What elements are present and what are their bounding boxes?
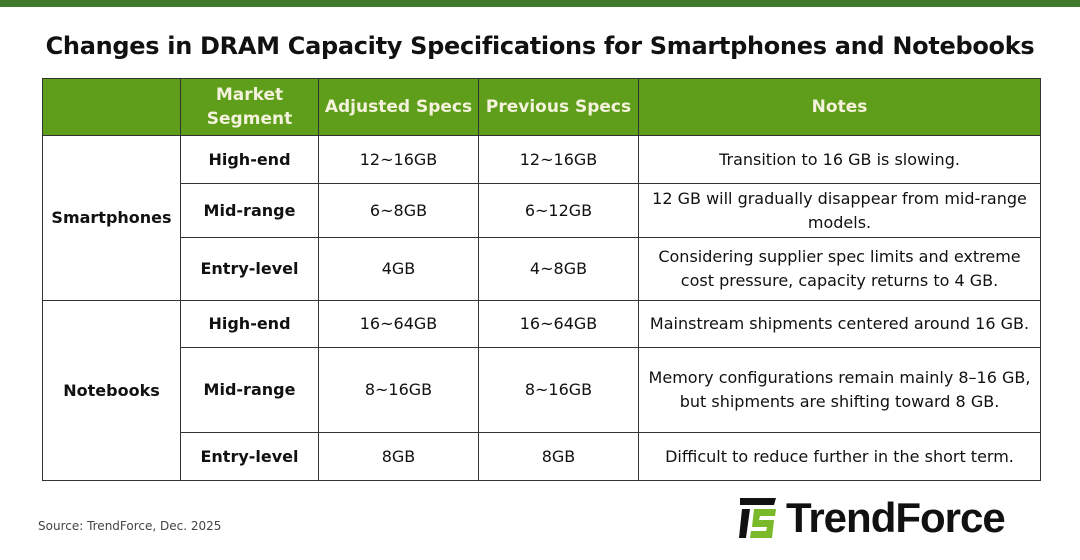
header-cell: Notes (638, 78, 1041, 136)
previous-cell: 8~16GB (478, 347, 639, 433)
adjusted-cell: 6~8GB (318, 183, 479, 238)
notes-cell: Memory configurations remain mainly 8–16… (638, 347, 1041, 433)
header-cell (42, 78, 181, 136)
table-row: Smartphones High-end 12~16GB 12~16GB Tran… (42, 135, 1041, 301)
notes-cell: Difficult to reduce further in the short… (638, 432, 1041, 481)
previous-cell: 6~12GB (478, 183, 639, 238)
table-row: Entry-level 8GB 8GB Difficult to reduce … (43, 432, 1041, 481)
page-title: Changes in DRAM Capacity Specifications … (45, 32, 1035, 60)
trendforce-logo: TrendForce (738, 494, 1006, 542)
adjusted-cell: 12~16GB (318, 135, 479, 184)
specs-table: Market Segment Adjusted Specs Previous S… (42, 78, 1041, 481)
header-row: Market Segment Adjusted Specs Previous S… (42, 78, 1041, 136)
notes-cell: Transition to 16 GB is slowing. (638, 135, 1041, 184)
adjusted-cell: 8GB (318, 432, 479, 481)
notes-cell: 12 GB will gradually disappear from mid-… (638, 183, 1041, 238)
adjusted-cell: 4GB (318, 237, 479, 301)
adjusted-cell: 16~64GB (318, 300, 479, 348)
previous-cell: 4~8GB (478, 237, 639, 301)
table-row: Mid-range 8~16GB 8~16GB Memory configura… (43, 347, 1041, 433)
header-cell: Adjusted Specs (318, 78, 479, 136)
logo-text: TrendForce (786, 494, 1006, 541)
header-cell: Previous Specs (478, 78, 639, 136)
header-cell: Market Segment (180, 78, 319, 136)
device-category: Notebooks (42, 300, 181, 481)
segment-cell: High-end (180, 135, 319, 184)
previous-cell: 12~16GB (478, 135, 639, 184)
table-row: Notebooks High-end 16~64GB 16~64GB Mainst… (42, 300, 1041, 481)
table-row: Mid-range 6~8GB 6~12GB 12 GB will gradua… (43, 183, 1041, 238)
source-note: Source: TrendForce, Dec. 2025 (38, 519, 222, 533)
device-category: Smartphones (42, 135, 181, 301)
segment-cell: High-end (180, 300, 319, 348)
segment-cell: Mid-range (180, 347, 319, 433)
table-row: Entry-level 4GB 4~8GB Considering suppli… (43, 237, 1041, 301)
previous-cell: 16~64GB (478, 300, 639, 348)
top-bar (0, 0, 1080, 7)
trendforce-logo-icon (739, 498, 776, 538)
notes-cell: Mainstream shipments centered around 16 … (638, 300, 1041, 348)
segment-cell: Mid-range (180, 183, 319, 238)
segment-cell: Entry-level (180, 237, 319, 301)
previous-cell: 8GB (478, 432, 639, 481)
notes-cell: Considering supplier spec limits and ext… (638, 237, 1041, 301)
segment-cell: Entry-level (180, 432, 319, 481)
adjusted-cell: 8~16GB (318, 347, 479, 433)
